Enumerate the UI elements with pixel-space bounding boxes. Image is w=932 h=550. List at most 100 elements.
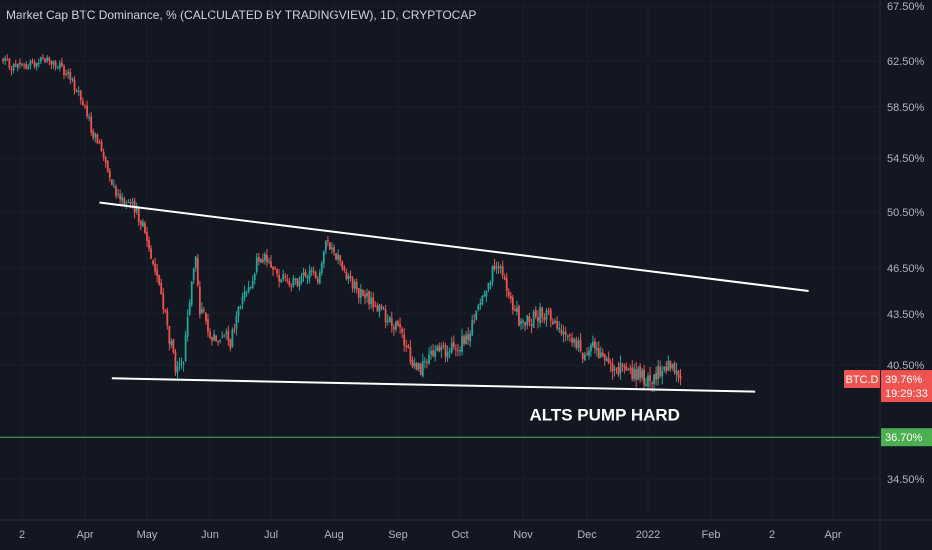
candle-body: [129, 202, 132, 204]
candle-body: [290, 285, 293, 287]
candle-body: [376, 305, 379, 311]
candle-body: [549, 309, 552, 321]
candle-body: [302, 272, 305, 276]
candle-body: [131, 202, 134, 204]
candle-body: [259, 258, 262, 263]
candle-body: [50, 60, 53, 65]
candle-body: [231, 329, 234, 347]
candle-body: [261, 259, 264, 262]
candle-body: [320, 263, 323, 273]
candle-body: [407, 345, 410, 348]
candle-body: [2, 58, 4, 62]
candle-body: [52, 61, 55, 65]
candle-body: [347, 275, 350, 280]
candle-body: [40, 57, 42, 62]
candle-body: [505, 277, 508, 292]
candle-body: [14, 64, 17, 67]
candle-body: [152, 260, 154, 264]
candle-body: [671, 363, 674, 368]
candle-body: [144, 223, 146, 233]
candle-body: [278, 274, 281, 282]
candle-body: [115, 186, 117, 196]
x-tick-label: 2: [19, 529, 25, 541]
candle-body: [423, 360, 426, 362]
support-trendline: [111, 377, 756, 393]
candle-body: [233, 329, 236, 331]
candle-body: [592, 342, 594, 347]
candle-body: [164, 309, 167, 312]
y-tick-label: 67.50%: [887, 1, 925, 13]
candle-body: [454, 348, 457, 350]
candle-body: [370, 297, 373, 304]
candle-body: [372, 297, 375, 308]
candle-body: [266, 254, 268, 263]
candle-body: [211, 337, 213, 341]
candle-body: [551, 321, 554, 325]
candle-body: [196, 258, 199, 286]
candle-body: [384, 309, 387, 323]
candle-body: [362, 289, 364, 296]
candle-body: [503, 276, 506, 280]
candle-body: [186, 316, 189, 337]
candle-body: [501, 266, 504, 276]
y-tick-label: 54.50%: [887, 153, 925, 165]
candle-body: [166, 310, 169, 325]
candle-body: [113, 185, 115, 187]
candle-body: [532, 311, 535, 328]
candle-body: [526, 315, 529, 326]
candle-body: [440, 346, 443, 351]
candle-body: [627, 369, 630, 371]
x-tick-label: Jun: [201, 529, 219, 541]
candle-body: [223, 335, 226, 337]
candle-body: [388, 316, 391, 323]
candle-body: [438, 345, 441, 352]
candle-body: [661, 370, 664, 377]
candle-body: [286, 279, 289, 281]
candle-body: [121, 197, 124, 201]
candle-body: [473, 320, 476, 322]
candle-body: [583, 354, 586, 361]
candle-body: [67, 71, 70, 75]
candle-body: [241, 296, 244, 305]
annotations: ALTS PUMP HARD: [529, 405, 680, 424]
candle-body: [79, 90, 82, 101]
candle-body: [245, 292, 248, 294]
candle-body: [364, 294, 366, 299]
candle-body: [469, 333, 472, 342]
x-tick-label: Dec: [577, 529, 597, 541]
candle-body: [390, 318, 393, 326]
candle-body: [69, 72, 72, 80]
candle-body: [649, 375, 651, 382]
candle-body: [541, 307, 544, 318]
candle-body: [465, 335, 467, 345]
candle-body: [176, 366, 179, 373]
candle-body: [272, 266, 274, 270]
candle-body: [300, 276, 303, 283]
candle-body: [235, 315, 238, 329]
x-tick-label: May: [137, 529, 158, 541]
candle-body: [577, 340, 580, 348]
candle-body: [10, 69, 13, 71]
candle-body: [73, 79, 76, 91]
candle-body: [380, 306, 383, 309]
y-tick-label: 40.50%: [887, 360, 925, 372]
candle-body: [125, 203, 128, 205]
candle-body: [657, 365, 660, 380]
candle-body: [349, 276, 352, 279]
candle-body: [162, 293, 165, 310]
symbol-tag: [844, 370, 880, 389]
candle-body: [639, 366, 642, 379]
candle-body: [170, 341, 173, 346]
y-tick-label: 50.50%: [887, 207, 925, 219]
candle-body: [590, 345, 592, 352]
candle-body: [268, 260, 270, 262]
candle-body: [359, 289, 362, 298]
candle-body: [205, 312, 207, 322]
candle-body: [12, 63, 15, 70]
candle-body: [415, 363, 418, 371]
candle-body: [579, 339, 582, 352]
candle-body: [560, 329, 563, 334]
candle-body: [135, 207, 138, 212]
candle-body: [156, 269, 159, 277]
